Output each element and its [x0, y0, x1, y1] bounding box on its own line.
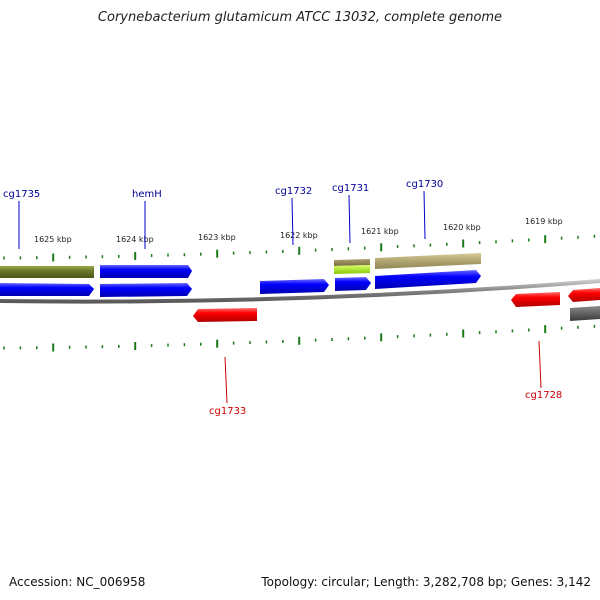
gene-cg1732[interactable]	[260, 279, 329, 294]
kbp-label-1621: 1621 kbp	[361, 227, 399, 236]
label-cg1732: cg1732	[275, 186, 312, 197]
kbp-label-1625: 1625 kbp	[34, 235, 72, 244]
gene-cg1735[interactable]	[0, 283, 94, 296]
gene-reverse-edge[interactable]	[568, 288, 600, 302]
feature-lime-1[interactable]	[334, 265, 370, 274]
leader-cg1728	[538, 340, 542, 389]
genome-summary: Topology: circular; Length: 3,282,708 bp…	[261, 575, 591, 589]
label-cg1731: cg1731	[332, 183, 369, 194]
leader-cg1731	[348, 194, 351, 244]
genome-backbone	[0, 279, 600, 304]
label-cg1730: cg1730	[406, 179, 443, 190]
leader-cg1730	[423, 190, 426, 240]
leader-cg1732	[291, 197, 294, 246]
gene-cg1731[interactable]	[335, 277, 371, 291]
gene-cg1728[interactable]	[511, 292, 560, 307]
accession-label: Accession: NC_006958	[9, 575, 146, 589]
label-cg1728: cg1728	[525, 390, 562, 401]
feature-brown-1[interactable]	[334, 259, 370, 266]
label-cg1735: cg1735	[3, 189, 40, 200]
map-title: Corynebacterium glutamicum ATCC 13032, c…	[97, 10, 503, 25]
gene-cg1733[interactable]	[193, 308, 257, 322]
feature-olive-1[interactable]	[0, 266, 94, 278]
kbp-label-1622: 1622 kbp	[280, 231, 318, 240]
leader-cg1733	[224, 356, 228, 404]
gene-hemH[interactable]	[100, 265, 192, 278]
gene-cg1730[interactable]	[375, 270, 481, 289]
feature-khaki-1[interactable]	[375, 253, 481, 269]
gene-forward-upper-2[interactable]	[100, 283, 192, 297]
kbp-label-1623: 1623 kbp	[198, 233, 236, 242]
label-cg1733: cg1733	[209, 406, 246, 417]
feature-gray-1[interactable]	[570, 306, 600, 321]
tick-row-lower	[3, 324, 596, 352]
tick-row-upper	[3, 234, 596, 262]
kbp-label-1619: 1619 kbp	[525, 217, 563, 226]
kbp-label-1620: 1620 kbp	[443, 223, 481, 232]
kbp-label-1624: 1624 kbp	[116, 235, 154, 244]
label-hemH: hemH	[132, 189, 162, 200]
